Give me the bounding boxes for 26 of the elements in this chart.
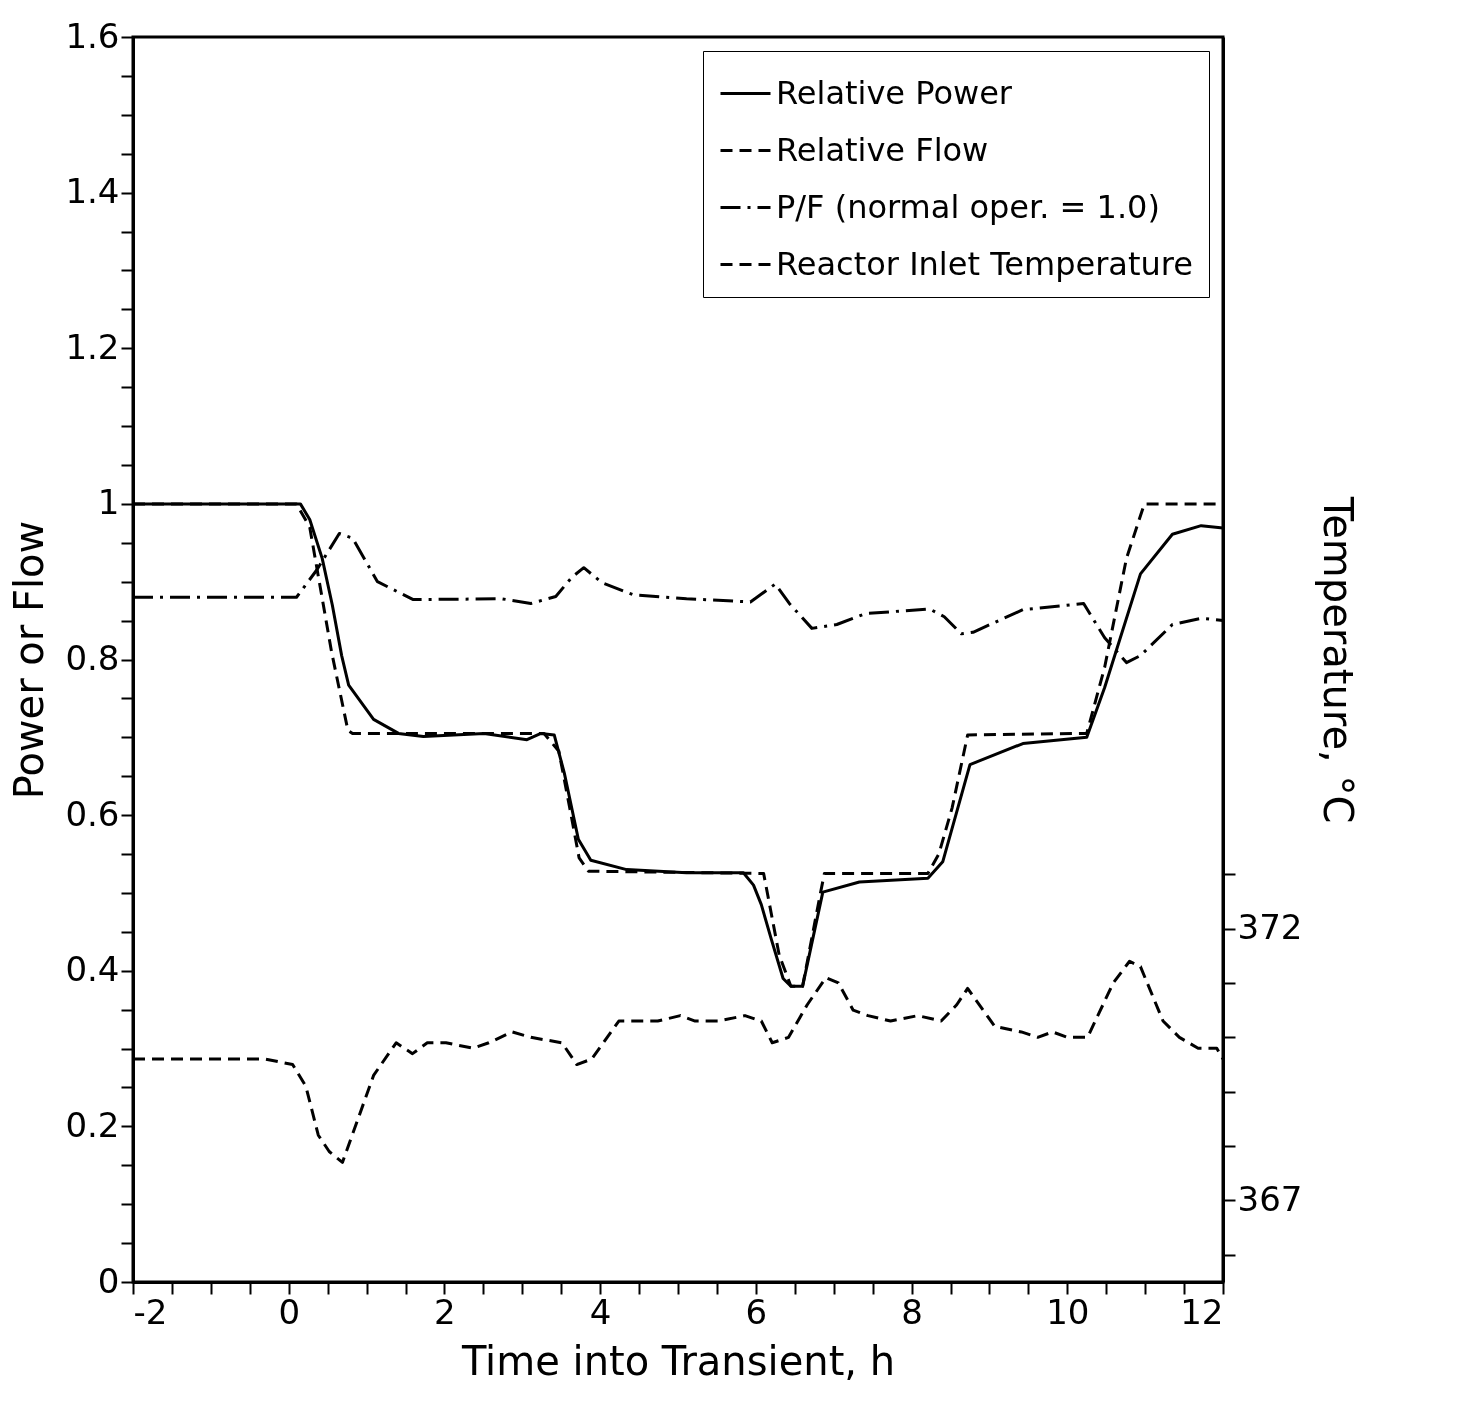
x-tick-label: 8 (901, 1291, 923, 1332)
legend-label: P/F (normal oper. = 1.0) (776, 187, 1160, 226)
y2-tick-label: 372 (1237, 907, 1303, 948)
y2-tick-label: 367 (1237, 1178, 1303, 1219)
y-tick-label: 1 (97, 482, 120, 523)
y-tick-label: 0 (97, 1260, 120, 1301)
x-tick-label: 10 (1046, 1291, 1090, 1332)
legend-label: Reactor Inlet Temperature (776, 244, 1193, 283)
y-tick-label: 1.2 (65, 326, 120, 367)
y-tick-label: 0.8 (65, 638, 120, 678)
legend-label: Relative Power (776, 73, 1013, 112)
y-tick-label: 0.4 (65, 949, 120, 990)
x-tick-label: 6 (745, 1291, 768, 1332)
x-tick-label: -2 (133, 1291, 168, 1332)
y-tick-label: 1.4 (65, 171, 120, 212)
x-axis-title: Time into Transient, h (460, 1337, 896, 1384)
x-tick-label: 12 (1180, 1291, 1224, 1332)
y-tick-label: 1.6 (65, 15, 120, 56)
y-axis-title: Power or Flow (6, 520, 53, 800)
y-tick-label: 0.2 (65, 1104, 120, 1145)
y-tick-label: 0.6 (65, 793, 120, 834)
x-tick-label: 2 (434, 1291, 456, 1332)
x-tick-label: 4 (589, 1291, 612, 1332)
legend-label: Relative Flow (776, 130, 989, 169)
x-tick-label: 0 (278, 1291, 301, 1332)
y2-axis-title: Temperature, °C (1315, 495, 1362, 824)
